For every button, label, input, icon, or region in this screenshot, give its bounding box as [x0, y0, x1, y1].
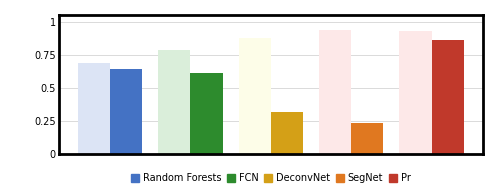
Bar — [351, 123, 384, 154]
Bar — [78, 63, 110, 154]
Bar — [239, 38, 271, 154]
Bar — [158, 50, 190, 154]
Bar — [110, 69, 142, 154]
Bar — [271, 112, 303, 154]
Bar — [432, 40, 464, 154]
Bar — [190, 73, 223, 154]
Legend: Random Forests, FCN, DeconvNet, SegNet, Pr: Random Forests, FCN, DeconvNet, SegNet, … — [127, 170, 414, 187]
Bar — [319, 30, 351, 154]
Bar — [400, 31, 432, 154]
